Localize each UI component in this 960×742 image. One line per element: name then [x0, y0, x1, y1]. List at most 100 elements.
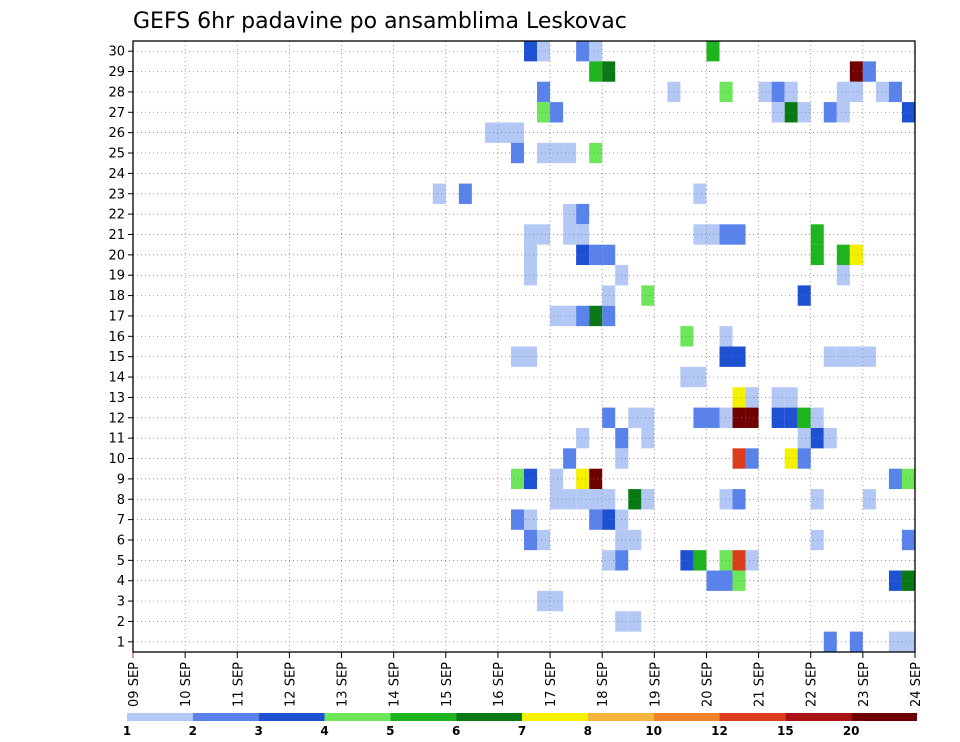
heat-cell	[745, 550, 759, 571]
colorbar-swatch	[851, 713, 917, 721]
heat-cell	[797, 102, 811, 123]
heat-cell	[797, 407, 811, 428]
heat-cell	[524, 224, 538, 245]
heat-cell	[576, 224, 590, 245]
colorbar-label: 2	[189, 724, 197, 738]
colorbar-swatch	[785, 713, 852, 721]
colorbar-label: 12	[711, 724, 728, 738]
heat-cell	[732, 346, 746, 367]
y-tick-label: 2	[117, 615, 125, 630]
y-tick-label: 28	[108, 85, 125, 100]
heat-cell	[875, 81, 889, 103]
y-tick-label: 19	[108, 269, 125, 284]
heat-cell	[849, 61, 863, 82]
colorbar-swatch	[127, 713, 193, 721]
heat-cell	[693, 366, 707, 388]
heat-cell	[589, 509, 603, 530]
colorbar-swatch	[587, 713, 654, 721]
heat-cell	[537, 102, 551, 123]
y-tick-label: 1	[117, 635, 125, 650]
heat-cell	[589, 489, 603, 510]
heat-cell	[784, 448, 798, 469]
colorbar-label: 1	[123, 724, 131, 738]
heat-cell	[602, 407, 616, 428]
heat-cell	[641, 285, 655, 306]
y-tick-label: 8	[117, 493, 125, 508]
heat-cell	[771, 102, 785, 123]
heat-cell	[576, 305, 590, 327]
colorbar-swatch	[324, 713, 391, 721]
x-tick-label: 09 SEP	[127, 662, 142, 707]
heat-cell	[901, 631, 915, 652]
heat-cell	[771, 387, 785, 408]
heat-cell	[732, 407, 746, 428]
heat-cell	[550, 590, 564, 612]
heat-cell	[732, 224, 746, 245]
x-tick-label: 22 SEP	[805, 662, 820, 707]
heat-cell	[602, 305, 616, 327]
heat-cell	[771, 81, 785, 103]
heat-cell	[550, 489, 564, 510]
y-tick-label: 13	[108, 391, 125, 406]
heat-cell	[641, 427, 655, 449]
y-tick-label: 11	[108, 432, 125, 447]
heat-cell	[628, 489, 642, 510]
heat-cell	[719, 407, 733, 428]
y-tick-label: 21	[108, 228, 125, 243]
heat-cell	[771, 407, 785, 428]
heat-cell	[628, 529, 642, 551]
heat-cell	[550, 142, 564, 164]
heat-cell	[719, 326, 733, 347]
heat-cell	[524, 529, 538, 551]
colorbar-label: 3	[254, 724, 262, 738]
heat-cell	[589, 61, 603, 82]
colorbar-label: 6	[452, 724, 460, 738]
heat-cell	[550, 468, 564, 490]
y-tick-label: 4	[117, 574, 125, 589]
x-tick-label: 23 SEP	[857, 662, 872, 707]
heat-cell	[797, 448, 811, 469]
heat-cell	[706, 570, 720, 591]
heat-cell	[901, 570, 915, 591]
heat-cell	[784, 102, 798, 123]
heat-cell	[576, 203, 590, 225]
heat-cell	[719, 346, 733, 367]
heat-cell	[732, 550, 746, 571]
y-tick-label: 12	[108, 411, 125, 426]
heat-cell	[797, 427, 811, 449]
heat-cell	[576, 427, 590, 449]
x-tick-labels: 09 SEP 10 SEP 11 SEP 12 SEP 13 SEP 14 SEP 15 S…	[127, 652, 924, 707]
heat-cell	[693, 183, 707, 204]
heat-cell	[524, 509, 538, 530]
heat-cell	[745, 448, 759, 469]
colorbar-swatch	[719, 713, 786, 721]
y-tick-label: 10	[108, 452, 125, 467]
heat-cell	[849, 346, 863, 367]
heat-cell	[706, 41, 720, 62]
x-tick-label: 19 SEP	[648, 662, 663, 707]
heat-cell	[719, 489, 733, 510]
heat-cell	[693, 550, 707, 571]
heat-cell	[680, 366, 694, 388]
heat-cell	[550, 102, 564, 123]
x-tick-label: 15 SEP	[440, 662, 455, 707]
colorbar-label: 20	[843, 724, 860, 738]
heat-cell	[537, 81, 551, 103]
heat-cell	[589, 468, 603, 490]
x-tick-label: 13 SEP	[336, 662, 351, 707]
y-tick-label: 18	[108, 289, 125, 304]
y-tick-label: 25	[108, 147, 125, 162]
chart-title: GEFS 6hr padavine po ansamblima Leskovac	[133, 9, 627, 34]
colorbar-swatch	[456, 713, 522, 721]
heat-cell	[823, 427, 837, 449]
heat-cell	[901, 468, 915, 490]
heat-cell	[550, 305, 564, 327]
heat-cell	[680, 326, 694, 347]
heat-cell	[719, 224, 733, 245]
heat-cell	[823, 102, 837, 123]
colorbar-swatch	[258, 713, 325, 721]
y-tick-label: 27	[108, 106, 125, 121]
y-tick-label: 20	[108, 248, 125, 263]
x-tick-label: 17 SEP	[544, 662, 559, 707]
heat-cell	[836, 81, 850, 103]
